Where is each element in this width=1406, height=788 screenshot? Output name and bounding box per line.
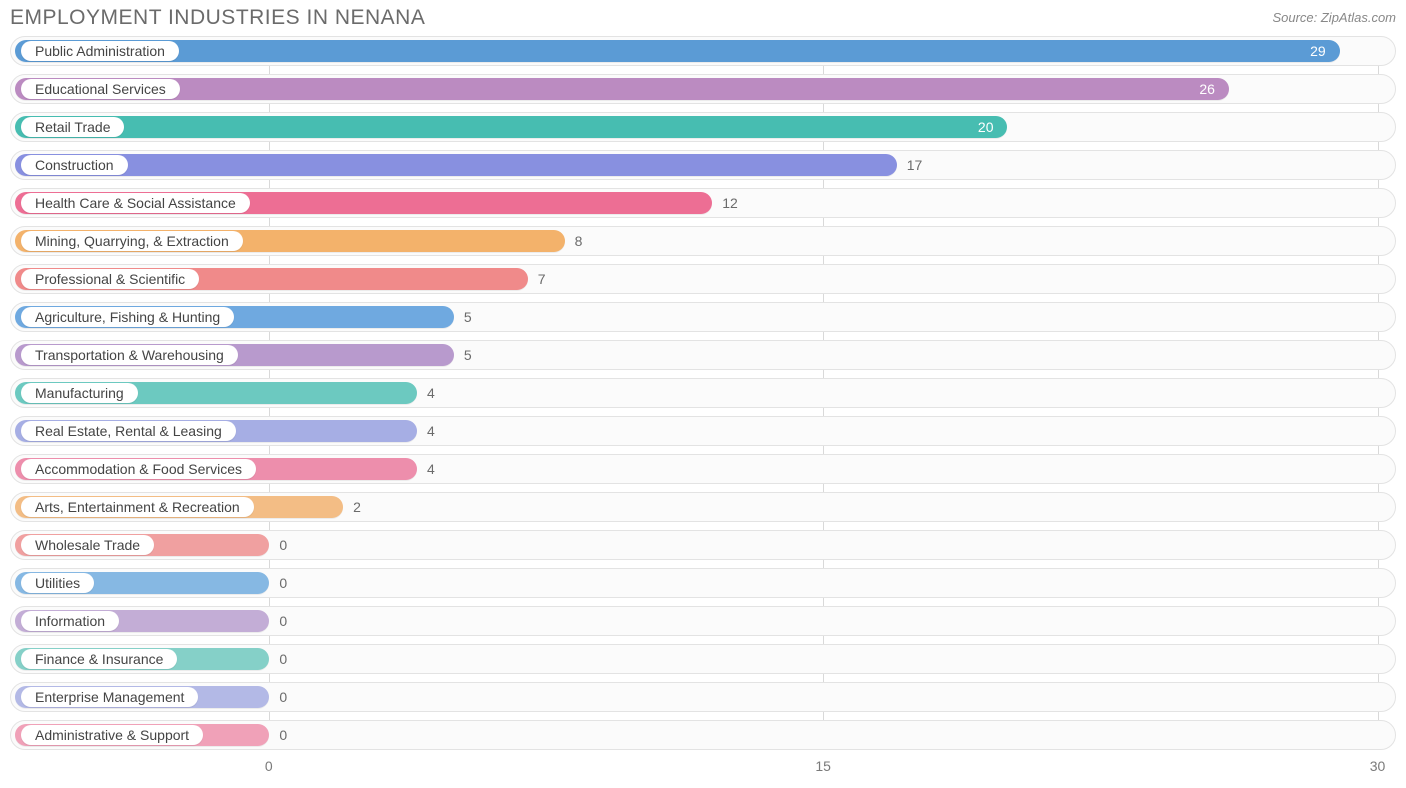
value-label: 5 [464, 341, 472, 369]
category-pill: Accommodation & Food Services [21, 459, 256, 479]
category-pill: Wholesale Trade [21, 535, 154, 555]
value-label: 4 [427, 379, 435, 407]
bar-fill [15, 154, 897, 176]
value-label: 0 [279, 607, 287, 635]
bar-row: Retail Trade 20 [10, 112, 1396, 142]
bar-fill [15, 116, 1007, 138]
bar-row: Agriculture, Fishing & Hunting 5 [10, 302, 1396, 332]
bar-fill [15, 78, 1229, 100]
category-pill: Agriculture, Fishing & Hunting [21, 307, 234, 327]
category-pill: Health Care & Social Assistance [21, 193, 250, 213]
value-label: 0 [279, 683, 287, 711]
value-label: 20 [978, 113, 994, 141]
bar-row: Utilities 0 [10, 568, 1396, 598]
chart-source: Source: ZipAtlas.com [1272, 10, 1396, 25]
category-pill: Public Administration [21, 41, 179, 61]
bar-row: Public Administration 29 [10, 36, 1396, 66]
category-pill: Arts, Entertainment & Recreation [21, 497, 254, 517]
chart-rows: Public Administration 29 Educational Servi… [10, 36, 1396, 750]
category-pill: Professional & Scientific [21, 269, 199, 289]
category-pill: Real Estate, Rental & Leasing [21, 421, 236, 441]
bar-fill [15, 40, 1340, 62]
value-label: 0 [279, 531, 287, 559]
value-label: 5 [464, 303, 472, 331]
category-pill: Enterprise Management [21, 687, 198, 707]
value-label: 0 [279, 645, 287, 673]
chart-title: EMPLOYMENT INDUSTRIES IN NENANA [10, 6, 425, 30]
value-label: 4 [427, 455, 435, 483]
bar-row: Finance & Insurance 0 [10, 644, 1396, 674]
category-pill: Mining, Quarrying, & Extraction [21, 231, 243, 251]
bar-chart: Public Administration 29 Educational Servi… [10, 36, 1396, 778]
bar-row: Administrative & Support 0 [10, 720, 1396, 750]
bar-row: Accommodation & Food Services 4 [10, 454, 1396, 484]
value-label: 2 [353, 493, 361, 521]
category-pill: Administrative & Support [21, 725, 203, 745]
axis-tick: 0 [265, 758, 273, 774]
bar-row: Mining, Quarrying, & Extraction 8 [10, 226, 1396, 256]
category-pill: Transportation & Warehousing [21, 345, 238, 365]
bar-row: Wholesale Trade 0 [10, 530, 1396, 560]
bar-row: Arts, Entertainment & Recreation 2 [10, 492, 1396, 522]
axis-tick: 30 [1370, 758, 1386, 774]
category-pill: Information [21, 611, 119, 631]
value-label: 17 [907, 151, 923, 179]
value-label: 12 [722, 189, 738, 217]
category-pill: Utilities [21, 573, 94, 593]
bar-row: Transportation & Warehousing 5 [10, 340, 1396, 370]
category-pill: Educational Services [21, 79, 180, 99]
value-label: 0 [279, 569, 287, 597]
bar-row: Construction 17 [10, 150, 1396, 180]
bar-row: Educational Services 26 [10, 74, 1396, 104]
value-label: 29 [1310, 37, 1326, 65]
bar-row: Health Care & Social Assistance 12 [10, 188, 1396, 218]
bar-row: Professional & Scientific 7 [10, 264, 1396, 294]
value-label: 0 [279, 721, 287, 749]
value-label: 8 [575, 227, 583, 255]
value-label: 26 [1199, 75, 1215, 103]
category-pill: Finance & Insurance [21, 649, 177, 669]
value-label: 4 [427, 417, 435, 445]
category-pill: Retail Trade [21, 117, 124, 137]
chart-header: EMPLOYMENT INDUSTRIES IN NENANA Source: … [10, 6, 1396, 30]
bar-row: Real Estate, Rental & Leasing 4 [10, 416, 1396, 446]
category-pill: Manufacturing [21, 383, 138, 403]
x-axis: 0 15 30 [10, 758, 1396, 778]
bar-row: Information 0 [10, 606, 1396, 636]
axis-tick: 15 [815, 758, 831, 774]
bar-row: Manufacturing 4 [10, 378, 1396, 408]
value-label: 7 [538, 265, 546, 293]
category-pill: Construction [21, 155, 128, 175]
bar-row: Enterprise Management 0 [10, 682, 1396, 712]
